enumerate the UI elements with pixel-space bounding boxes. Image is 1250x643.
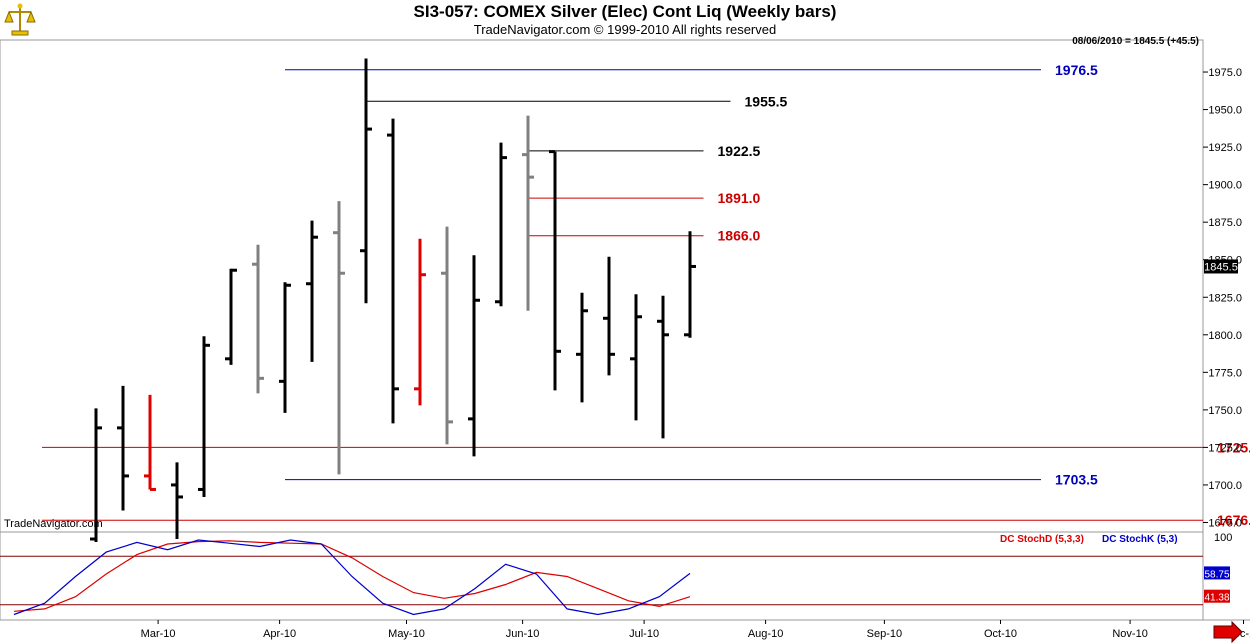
date-tick-label: Sep-10 [867, 628, 902, 640]
level-label: 1976.5 [1055, 62, 1098, 78]
ohlc-bar [414, 238, 426, 406]
price-tick-label: 1900.0 [1208, 180, 1242, 192]
price-tick-label: 1800.0 [1208, 330, 1242, 342]
level-label: 1955.5 [745, 93, 788, 109]
date-tick-label: Jul-10 [629, 628, 659, 640]
price-tick-label: 1675.0 [1208, 517, 1242, 529]
ohlc-bar [306, 220, 318, 362]
ohlc-bar [468, 255, 480, 457]
date-tick-label: Oct-10 [984, 628, 1017, 640]
ohlc-bar [549, 150, 561, 391]
ohlc-bar [360, 58, 372, 304]
ohlc-bar [495, 142, 507, 307]
stoch-last-label: 41.38 [1204, 593, 1229, 604]
ohlc-bar [279, 282, 291, 413]
ohlc-bar [144, 394, 156, 491]
last-price-marker [1204, 259, 1238, 274]
ohlc-bar [252, 244, 264, 394]
trade-navigator-logo-icon [4, 3, 36, 36]
stoch-series-line [13, 539, 691, 616]
scroll-right-arrow-icon[interactable] [1213, 620, 1243, 643]
ohlc-bar [333, 201, 345, 475]
stoch-last-marker [1204, 589, 1230, 603]
price-tick-label: 1875.0 [1208, 217, 1242, 229]
ohlc-bar [441, 226, 453, 445]
date-tick-label: Aug-10 [748, 628, 783, 640]
level-label: 1866.0 [718, 228, 761, 244]
ohlc-bar [657, 295, 669, 439]
stoch-last-marker [1204, 566, 1230, 580]
last-quote-text: 08/06/2010 = 1845.5 (+45.5) [1072, 36, 1199, 47]
price-panel [0, 39, 1204, 533]
price-axis: 1675.0 1700.0 1725.0 1750.0 1775.0 1800.0 1825… [1203, 67, 1242, 529]
ohlc-bar [90, 408, 102, 542]
stochastic-lines: 100 41.38 58.75 DC StochD (5,3,3) DC StochK … [0, 532, 1232, 616]
price-tick-label: 1925.0 [1208, 142, 1242, 154]
price-levels: 1976.5 1955.5 1922.5 1891.0 1866.0 1725.0 1703… [42, 62, 1250, 528]
ohlc-bar [387, 118, 399, 424]
ohlc-bar [198, 336, 210, 497]
ohlc-bar [225, 268, 237, 365]
ohlc-bar [603, 256, 615, 376]
last-price-label: 1845.5 [1204, 261, 1238, 273]
level-label: 1891.0 [718, 190, 761, 206]
price-tick-label: 1975.0 [1208, 67, 1242, 79]
price-tick-label: 1950.0 [1208, 105, 1242, 117]
date-tick-label: Apr-10 [263, 628, 296, 640]
watermark-text: TradeNavigator.com [4, 518, 103, 530]
ohlc-bar [171, 462, 183, 539]
price-tick-label: 1750.0 [1208, 405, 1242, 417]
stoch-legend-item: DC StochK (5,3) [1102, 534, 1178, 545]
ohlc-bar [117, 385, 129, 511]
price-tick-label: 1700.0 [1208, 480, 1242, 492]
price-tick-label: 1725.0 [1208, 442, 1242, 454]
stoch-legend-item: DC StochD (5,3,3) [1000, 534, 1084, 545]
stoch-axis-label: 100 [1214, 532, 1232, 544]
ohlc-bar [522, 115, 534, 311]
chart-header: SI3-057: COMEX Silver (Elec) Cont Liq (W… [0, 0, 1250, 40]
date-tick-label: Jun-10 [506, 628, 540, 640]
price-tick-label: 1775.0 [1208, 367, 1242, 379]
stoch-last-label: 58.75 [1204, 569, 1229, 580]
chart-title: SI3-057: COMEX Silver (Elec) Cont Liq (W… [413, 2, 837, 21]
copyright-subtitle: TradeNavigator.com © 1999-2010 All right… [473, 22, 777, 37]
date-tick-label: May-10 [388, 628, 425, 640]
ohlc-bar [576, 292, 588, 403]
ohlc-bars [90, 58, 696, 542]
date-tick-label: Mar-10 [141, 628, 176, 640]
date-tick-label: Nov-10 [1112, 628, 1147, 640]
stoch-series-line [13, 540, 691, 612]
price-tick-label: 1825.0 [1208, 292, 1242, 304]
level-label: 1676.5 [1217, 512, 1250, 528]
level-label: 1725.0 [1217, 439, 1250, 455]
level-label: 1922.5 [718, 143, 761, 159]
level-label: 1703.5 [1055, 472, 1098, 488]
ohlc-bar [630, 294, 642, 421]
date-axis: Mar-10 Apr-10 May-10 Jun-10 Jul-10 Aug-10 Sep-… [141, 620, 1250, 640]
ohlc-bar [684, 231, 696, 338]
stochastic-panel [0, 531, 1204, 621]
